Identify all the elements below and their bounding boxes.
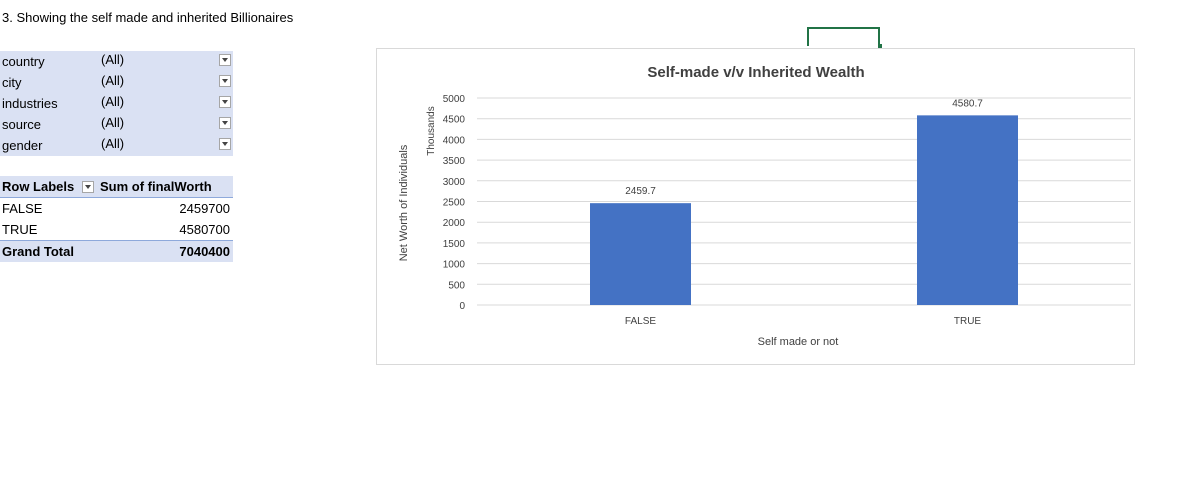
filter-field-label: industries <box>2 96 58 111</box>
filter-value: (All) <box>101 94 125 109</box>
row-labels-header[interactable]: Row Labels <box>2 179 75 194</box>
y-tick-labels: 0 500 1000 1500 2000 2500 3000 3500 4000 4500 5000 <box>443 94 466 312</box>
x-axis-title[interactable]: Self made or not <box>758 336 839 348</box>
table-row[interactable]: TRUE 4580700 <box>0 219 233 240</box>
filter-field-label: city <box>2 75 22 90</box>
y-tick-label: 4500 <box>443 115 466 126</box>
filter-source[interactable]: source (All) <box>0 114 233 135</box>
data-label: 4580.7 <box>952 98 983 109</box>
y-tick-label: 2000 <box>443 218 466 229</box>
chart-title[interactable]: Self-made v/v Inherited Wealth <box>647 64 864 81</box>
row-value: 4580700 <box>179 222 230 237</box>
row-label: TRUE <box>2 222 38 237</box>
data-label: 2459.7 <box>625 186 656 197</box>
y-axis-unit: Thousands <box>426 106 437 155</box>
dropdown-arrow-icon[interactable] <box>219 54 231 66</box>
filter-country[interactable]: country (All) <box>0 51 233 72</box>
filter-city[interactable]: city (All) <box>0 72 233 93</box>
bar-true[interactable] <box>917 115 1018 306</box>
y-tick-label: 500 <box>448 280 465 291</box>
sheet-heading: 3. Showing the self made and inherited B… <box>2 10 294 25</box>
filter-value: (All) <box>101 115 125 130</box>
bar-chart: 0 500 1000 1500 2000 2500 3000 3500 4000 4500 5000… <box>398 64 1131 348</box>
dropdown-arrow-icon[interactable] <box>219 138 231 150</box>
y-axis-title[interactable]: Net Worth of Individuals <box>398 144 410 261</box>
filter-industries[interactable]: industries (All) <box>0 93 233 114</box>
y-tick-label: 3500 <box>443 156 466 167</box>
filter-value: (All) <box>101 52 125 67</box>
y-tick-label: 3000 <box>443 177 466 188</box>
row-value: 2459700 <box>179 201 230 216</box>
gridlines <box>477 97 1131 306</box>
pivot-filters: country (All) city (All) industries (All… <box>0 51 233 156</box>
filter-gender[interactable]: gender (All) <box>0 135 233 156</box>
row-label: FALSE <box>2 201 43 216</box>
filter-field-label: country <box>2 54 45 69</box>
chart-area[interactable]: 0 500 1000 1500 2000 2500 3000 3500 4000 4500 5000… <box>376 48 1135 365</box>
filter-field-label: gender <box>2 138 43 153</box>
pivot-header-row: Row Labels Sum of finalWorth <box>0 176 233 198</box>
data-labels: 2459.7 4580.7 <box>625 98 983 197</box>
x-tick-label: TRUE <box>954 316 982 327</box>
sum-header: Sum of finalWorth <box>100 179 212 194</box>
fill-handle[interactable] <box>878 44 882 48</box>
x-tick-labels: FALSE TRUE <box>625 316 982 327</box>
x-tick-label: FALSE <box>625 316 656 327</box>
bar-false[interactable] <box>590 203 691 305</box>
grand-total-row[interactable]: Grand Total 7040400 <box>0 240 233 262</box>
bars <box>590 115 1018 306</box>
table-row[interactable]: FALSE 2459700 <box>0 198 233 219</box>
y-tick-label: 4000 <box>443 135 466 146</box>
filter-field-label: source <box>2 117 42 132</box>
dropdown-arrow-icon[interactable] <box>219 96 231 108</box>
filter-value: (All) <box>101 136 125 151</box>
y-tick-label: 5000 <box>443 94 466 105</box>
y-tick-label: 0 <box>459 301 465 312</box>
y-tick-label: 1000 <box>443 260 466 271</box>
y-tick-label: 1500 <box>443 239 466 250</box>
pivot-table: Row Labels Sum of finalWorth FALSE 24597… <box>0 176 233 262</box>
dropdown-arrow-icon[interactable] <box>219 75 231 87</box>
filter-value: (All) <box>101 73 125 88</box>
grand-total-value: 7040400 <box>179 244 230 259</box>
dropdown-arrow-icon[interactable] <box>82 181 94 193</box>
selected-cell[interactable] <box>807 27 880 46</box>
y-tick-label: 2500 <box>443 198 466 209</box>
dropdown-arrow-icon[interactable] <box>219 117 231 129</box>
grand-total-label: Grand Total <box>2 244 74 259</box>
